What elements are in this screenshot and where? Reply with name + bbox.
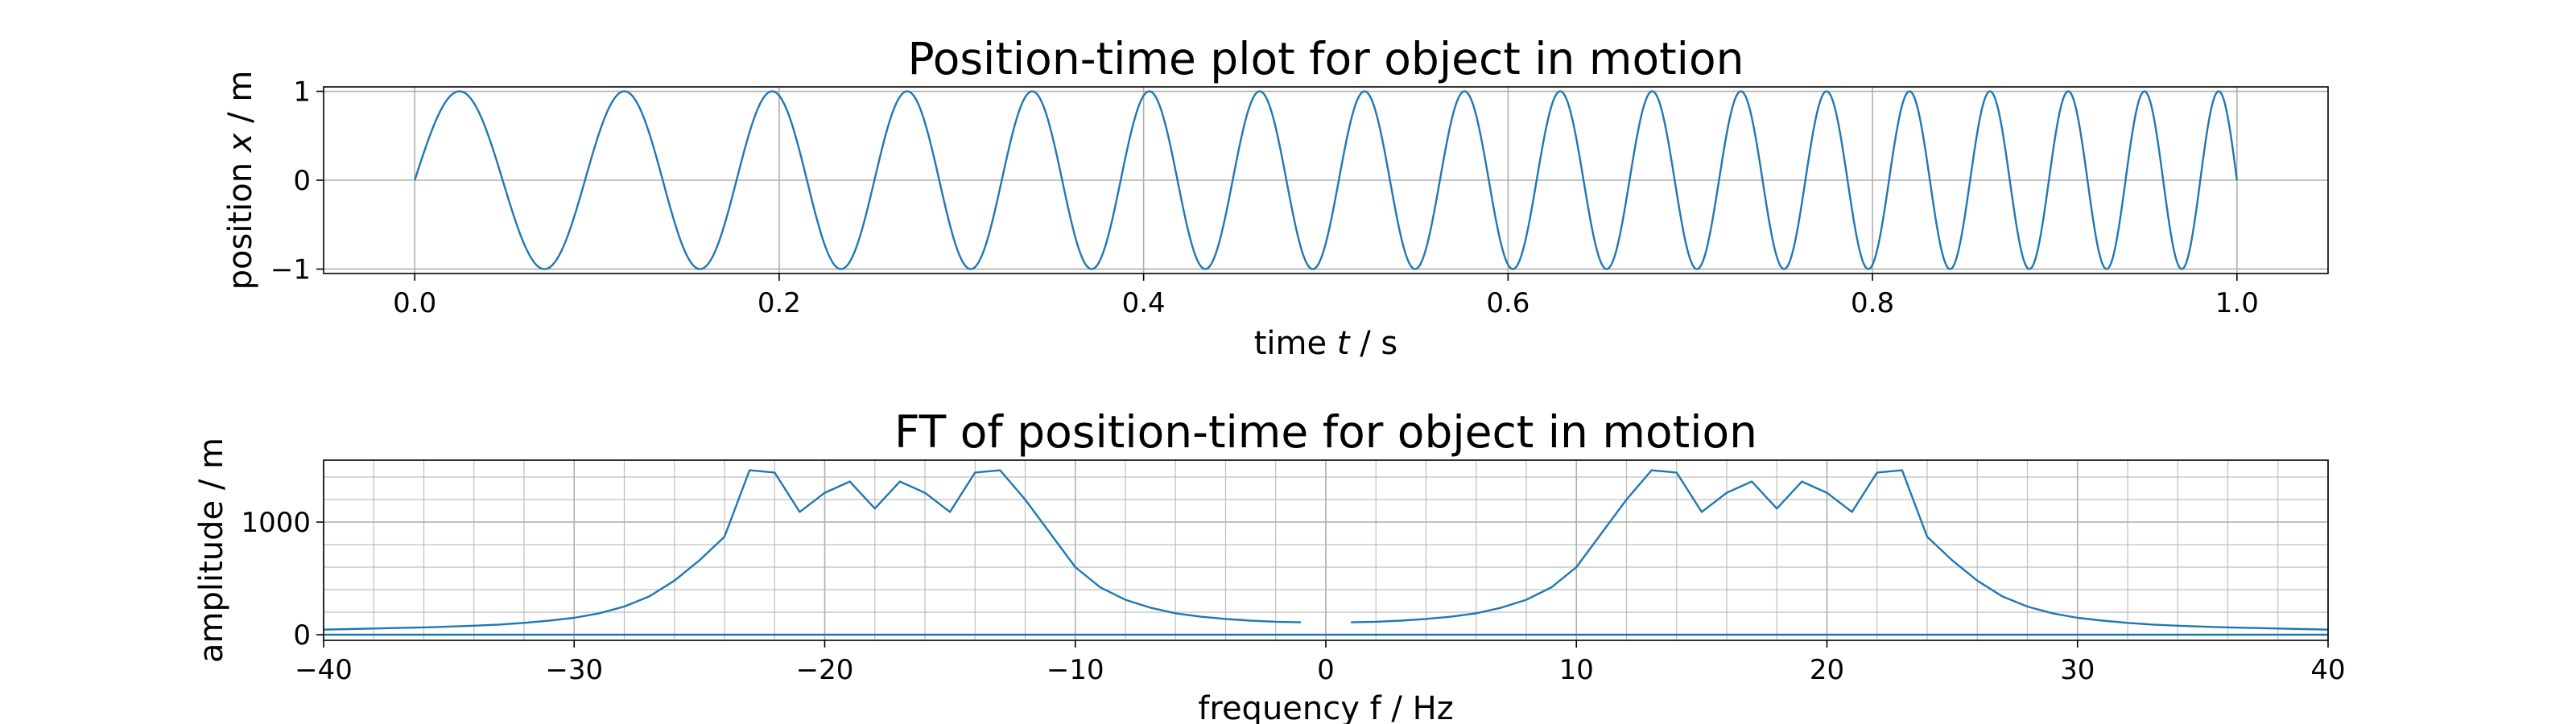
position-time-y-axis-label: position x / m — [222, 71, 259, 290]
y-tick-label: −1 — [270, 253, 311, 286]
x-tick-label: 1.0 — [2215, 287, 2259, 319]
fourier-transform-ticks: −40 −30 −20 −10 0 10 20 30 40 0 1000 — [241, 507, 2345, 686]
position-time-title: Position-time plot for object in motion — [908, 33, 1744, 84]
position-time-axes: 0.0 0.2 0.4 0.6 0.8 1.0 −1 0 1 Position-time plo… — [222, 33, 2329, 362]
fourier-transform-title: FT of position-time for object in motion — [894, 406, 1757, 458]
y-axis-label-prefix: position — [222, 152, 259, 290]
y-axis-label-variable: x — [222, 133, 259, 154]
y-tick-label: 1000 — [241, 507, 311, 539]
x-tick-label: 0.2 — [758, 287, 801, 319]
position-time-series-line — [414, 90, 2239, 270]
x-tick-label: 30 — [2060, 654, 2095, 686]
y-axis-label-suffix: / m — [222, 71, 259, 134]
x-tick-label: 20 — [1810, 654, 1844, 686]
x-tick-label: 0 — [1317, 654, 1335, 686]
x-axis-label-suffix: / s — [1350, 325, 1398, 362]
fourier-transform-x-axis-label: frequency f / Hz — [1198, 690, 1453, 724]
x-tick-label: 0.6 — [1486, 287, 1530, 319]
y-tick-label: 0 — [293, 619, 311, 652]
x-axis-label-prefix: time — [1254, 325, 1337, 362]
fourier-transform-series — [323, 469, 2329, 636]
y-tick-label: 0 — [293, 165, 311, 197]
position-time-ticks: 0.0 0.2 0.4 0.6 0.8 1.0 −1 0 1 — [270, 76, 2259, 319]
x-tick-label: −10 — [1046, 654, 1104, 686]
x-tick-label: −40 — [295, 654, 353, 686]
y-tick-label: 1 — [293, 76, 311, 109]
x-tick-label: 40 — [2310, 654, 2345, 686]
position-time-x-axis-label: time t / s — [1254, 325, 1398, 362]
x-tick-label: 0.0 — [393, 287, 436, 319]
x-tick-label: 0.4 — [1122, 287, 1166, 319]
x-axis-label-variable: t — [1337, 325, 1351, 362]
x-tick-label: 10 — [1559, 654, 1594, 686]
x-tick-label: −30 — [545, 654, 603, 686]
fourier-transform-axes: −40 −30 −20 −10 0 10 20 30 40 0 1000 FT of positio… — [193, 406, 2346, 724]
fourier-transform-grid — [323, 460, 2329, 640]
ft-amplitude-series-line-2 — [1351, 469, 2329, 631]
fourier-transform-y-axis-label: amplitude / m — [193, 438, 230, 663]
x-tick-label: −20 — [796, 654, 854, 686]
x-tick-label: 0.8 — [1851, 287, 1894, 319]
ft-amplitude-series-line-1 — [323, 469, 1301, 631]
